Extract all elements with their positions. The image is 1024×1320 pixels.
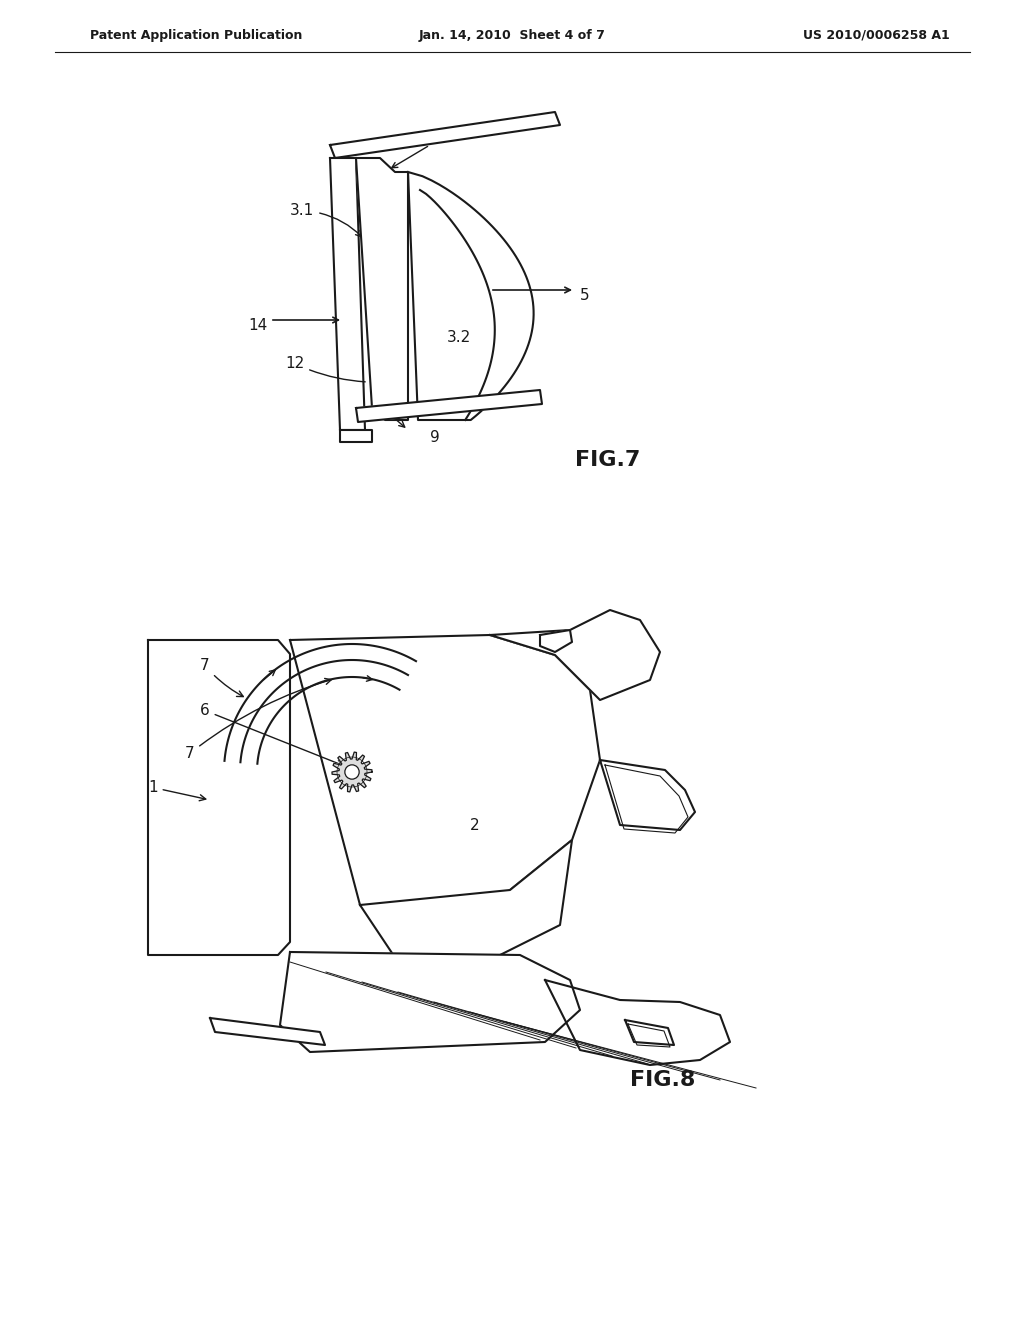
Text: 3.1: 3.1 bbox=[290, 203, 362, 236]
Polygon shape bbox=[280, 952, 580, 1052]
Polygon shape bbox=[490, 610, 660, 700]
Text: Jan. 14, 2010  Sheet 4 of 7: Jan. 14, 2010 Sheet 4 of 7 bbox=[419, 29, 605, 41]
Polygon shape bbox=[148, 640, 290, 954]
Text: FIG.7: FIG.7 bbox=[575, 450, 640, 470]
Polygon shape bbox=[545, 979, 730, 1065]
Polygon shape bbox=[210, 1018, 325, 1045]
Polygon shape bbox=[330, 158, 365, 430]
Text: FIG.8: FIG.8 bbox=[630, 1071, 695, 1090]
Polygon shape bbox=[290, 635, 600, 925]
Polygon shape bbox=[600, 760, 695, 830]
Circle shape bbox=[345, 764, 359, 779]
Text: 7: 7 bbox=[185, 678, 332, 762]
Text: 5: 5 bbox=[580, 288, 590, 302]
Polygon shape bbox=[332, 752, 372, 792]
Polygon shape bbox=[360, 840, 572, 979]
Text: 7: 7 bbox=[200, 657, 244, 697]
Text: 14: 14 bbox=[248, 318, 267, 333]
Text: Patent Application Publication: Patent Application Publication bbox=[90, 29, 302, 41]
Text: 2: 2 bbox=[470, 818, 479, 833]
Polygon shape bbox=[340, 430, 372, 442]
Polygon shape bbox=[356, 389, 542, 422]
Polygon shape bbox=[625, 1020, 674, 1045]
Polygon shape bbox=[356, 158, 408, 420]
Polygon shape bbox=[330, 112, 560, 158]
Text: 3.2: 3.2 bbox=[447, 330, 471, 345]
Polygon shape bbox=[408, 172, 534, 420]
Text: 1: 1 bbox=[148, 780, 206, 801]
Text: 9: 9 bbox=[430, 430, 439, 445]
Polygon shape bbox=[540, 630, 572, 652]
Text: US 2010/0006258 A1: US 2010/0006258 A1 bbox=[803, 29, 950, 41]
Text: 12: 12 bbox=[285, 356, 366, 381]
Text: 6: 6 bbox=[200, 704, 343, 766]
